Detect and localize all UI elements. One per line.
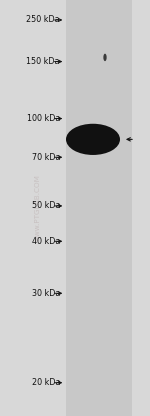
- Bar: [66, 0, 132, 416]
- Text: www.PTGLAB.COM: www.PTGLAB.COM: [34, 175, 40, 241]
- Ellipse shape: [103, 54, 107, 61]
- Ellipse shape: [66, 124, 120, 155]
- Text: 30 kDa: 30 kDa: [32, 289, 60, 298]
- Text: 70 kDa: 70 kDa: [32, 153, 60, 162]
- Text: 250 kDa: 250 kDa: [26, 15, 60, 25]
- Text: 40 kDa: 40 kDa: [32, 237, 60, 246]
- Text: 150 kDa: 150 kDa: [27, 57, 60, 66]
- Text: 20 kDa: 20 kDa: [32, 378, 60, 387]
- Text: 50 kDa: 50 kDa: [32, 201, 60, 210]
- Text: 100 kDa: 100 kDa: [27, 114, 60, 123]
